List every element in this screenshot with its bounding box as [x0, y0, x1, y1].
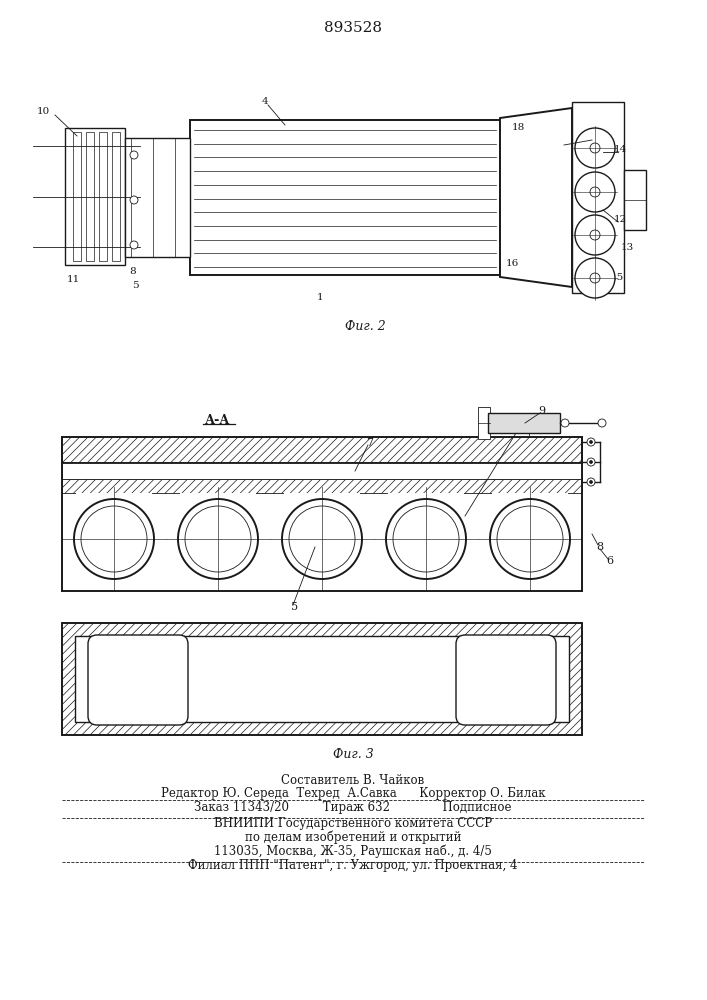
Bar — [75, 636, 569, 722]
Circle shape — [590, 273, 600, 283]
Circle shape — [590, 187, 600, 197]
Text: 16: 16 — [506, 258, 519, 267]
Bar — [112, 132, 120, 261]
Text: 18: 18 — [511, 123, 525, 132]
Circle shape — [130, 151, 138, 159]
Circle shape — [289, 506, 355, 572]
Polygon shape — [500, 108, 572, 287]
Circle shape — [561, 419, 569, 427]
Text: 5: 5 — [132, 280, 139, 290]
Circle shape — [590, 481, 592, 484]
Text: 5: 5 — [291, 602, 298, 612]
Text: 9: 9 — [539, 406, 546, 416]
Circle shape — [587, 458, 595, 466]
Circle shape — [74, 499, 154, 579]
Circle shape — [386, 499, 466, 579]
Text: 6: 6 — [607, 556, 614, 566]
Circle shape — [590, 143, 600, 153]
Circle shape — [575, 215, 615, 255]
Circle shape — [590, 460, 592, 464]
Text: 113035, Москва, Ж-35, Раушская наб., д. 4/5: 113035, Москва, Ж-35, Раушская наб., д. … — [214, 844, 492, 858]
Text: ВНИИПИ Государственного комитета СССР: ВНИИПИ Государственного комитета СССР — [214, 816, 492, 830]
Circle shape — [490, 499, 570, 579]
Text: Редактор Ю. Середа  Техред  А.Савка      Корректор О. Билак: Редактор Ю. Середа Техред А.Савка Коррек… — [160, 788, 545, 800]
Circle shape — [81, 506, 147, 572]
Text: 4: 4 — [262, 98, 269, 106]
Text: 8: 8 — [597, 542, 604, 552]
Text: Филиал ППП "Патент", г. Ужгород, ул. Проектная, 4: Филиал ППП "Патент", г. Ужгород, ул. Про… — [188, 858, 518, 871]
Bar — [180, 493, 256, 509]
Bar — [478, 407, 490, 439]
Circle shape — [393, 506, 459, 572]
Circle shape — [282, 499, 362, 579]
Bar — [76, 493, 152, 509]
Bar — [62, 463, 582, 479]
Text: 13: 13 — [620, 243, 633, 252]
Circle shape — [185, 506, 251, 572]
Bar — [488, 413, 560, 433]
Circle shape — [130, 241, 138, 249]
Bar — [73, 132, 81, 261]
Bar — [125, 138, 190, 257]
Bar — [62, 437, 582, 463]
Bar — [624, 170, 646, 230]
Text: 17: 17 — [588, 133, 601, 142]
Text: Фиг. 2: Фиг. 2 — [344, 320, 385, 334]
Text: 15: 15 — [610, 273, 624, 282]
Text: 893528: 893528 — [324, 21, 382, 35]
Text: А-А: А-А — [205, 414, 230, 426]
Circle shape — [590, 440, 592, 444]
Circle shape — [575, 172, 615, 212]
FancyBboxPatch shape — [456, 635, 556, 725]
Text: Составитель В. Чайков: Составитель В. Чайков — [281, 774, 425, 786]
Bar — [62, 479, 582, 493]
Bar — [190, 120, 500, 275]
FancyBboxPatch shape — [88, 635, 188, 725]
Circle shape — [587, 478, 595, 486]
Text: 8: 8 — [129, 266, 136, 275]
Bar — [284, 493, 360, 509]
Bar — [62, 623, 582, 735]
Circle shape — [598, 419, 606, 427]
Circle shape — [497, 506, 563, 572]
Text: Фиг. 3: Фиг. 3 — [332, 748, 373, 762]
Circle shape — [575, 128, 615, 168]
Text: 10: 10 — [36, 107, 49, 116]
Text: 1: 1 — [317, 292, 323, 302]
Text: 14: 14 — [614, 145, 626, 154]
Circle shape — [178, 499, 258, 579]
Circle shape — [587, 438, 595, 446]
Text: по делам изобретений и открытий: по делам изобретений и открытий — [245, 830, 461, 844]
Circle shape — [590, 230, 600, 240]
Bar — [572, 102, 624, 293]
Circle shape — [575, 258, 615, 298]
Bar — [492, 493, 568, 509]
Text: 11: 11 — [66, 274, 80, 284]
Text: Заказ 11343/20         Тираж 632              Подписное: Заказ 11343/20 Тираж 632 Подписное — [194, 800, 512, 814]
Bar — [388, 493, 464, 509]
Bar — [86, 132, 94, 261]
Bar — [65, 128, 125, 265]
Text: 7: 7 — [366, 438, 373, 448]
Bar — [99, 132, 107, 261]
Circle shape — [130, 196, 138, 204]
Text: 12: 12 — [614, 216, 626, 225]
